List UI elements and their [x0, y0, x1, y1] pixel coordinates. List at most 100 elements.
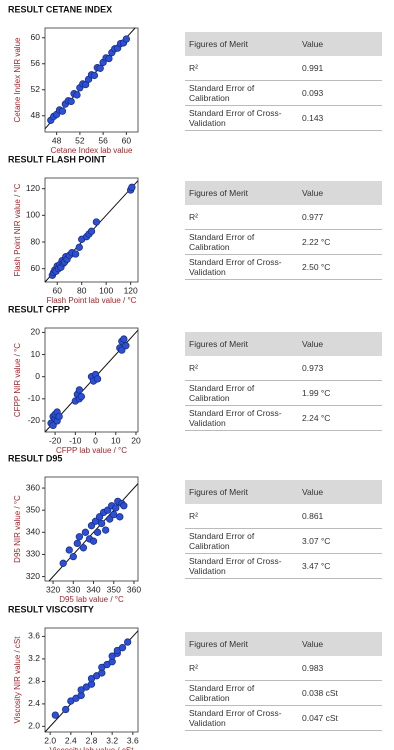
table-cell: 2.50 °C [298, 254, 382, 280]
point [120, 502, 128, 510]
table-cell: 1.99 °C [298, 380, 382, 406]
plot-frame [44, 27, 139, 133]
point [102, 526, 110, 534]
merit-table: Figures of Merit Value R² 0.977 Standard Err… [185, 181, 382, 280]
point [97, 519, 106, 528]
y-tick-label: 20 [31, 327, 41, 337]
table-cell: Standard Error of Cross-Validation [185, 405, 298, 431]
x-tick-label: 80 [77, 285, 87, 295]
table-cell: 2.22 °C [298, 229, 382, 255]
x-axis-label: Flash Point lab value / °C [47, 296, 137, 305]
x-tick-label: 100 [99, 285, 113, 295]
point [93, 375, 102, 383]
point [122, 342, 130, 350]
table-cell: R² [185, 56, 298, 81]
point [90, 71, 99, 80]
plot-frame [44, 327, 139, 433]
point [77, 392, 86, 401]
table-cell: 0.143 [298, 105, 382, 131]
x-tick-label: 56 [98, 135, 108, 145]
point [81, 528, 90, 536]
section-title: RESULT CETANE INDEX [8, 4, 112, 14]
y-tick-label: 320 [26, 571, 40, 581]
x-tick-label: 120 [124, 285, 138, 295]
y-tick-label: 3.6 [28, 631, 40, 641]
x-tick-label: 3.6 [127, 735, 139, 745]
table-cell: Standard Error of Cross-Validation [185, 254, 298, 280]
x-tick-label: 20 [131, 435, 141, 445]
point [122, 35, 131, 43]
x-tick-label: 340 [86, 584, 100, 594]
table-header: Value [298, 181, 382, 205]
y-axis-label: Viscosity NIR value / cSt [13, 636, 22, 724]
x-tick-label: 0 [93, 435, 98, 445]
x-tick-label: 2.8 [86, 735, 98, 745]
plot-frame [44, 476, 139, 582]
table-header: Value [298, 332, 382, 356]
y-tick-label: 80 [31, 236, 41, 246]
y-tick-label: 360 [26, 482, 40, 492]
y-axis-label: D95 NIR value / °C [13, 495, 22, 563]
point [112, 504, 120, 512]
y-tick-label: -20 [28, 415, 41, 425]
point [51, 711, 59, 719]
merit-table: Figures of Merit Value R² 0.991 Standard Err… [185, 32, 382, 131]
y-tick-label: 350 [26, 504, 40, 514]
x-tick-label: -10 [69, 435, 82, 445]
table-header: Figures of Merit [185, 332, 298, 356]
table-header: Value [298, 632, 382, 656]
section-title: RESULT D95 [8, 453, 62, 463]
y-tick-label: 52 [31, 84, 41, 94]
y-tick-label: 60 [31, 32, 41, 42]
point [65, 546, 73, 554]
point [95, 513, 104, 521]
point [89, 537, 98, 545]
y-tick-label: 10 [31, 349, 41, 359]
y-tick-label: 3.2 [28, 653, 40, 663]
point [110, 510, 118, 519]
x-axis-label: Cetane Index lab value [51, 146, 133, 155]
point [71, 250, 80, 258]
x-tick-label: 60 [122, 135, 132, 145]
merit-table: Figures of Merit Value R² 0.983 Standard Err… [185, 632, 382, 731]
y-tick-label: 0 [35, 371, 40, 381]
table-header: Figures of Merit [185, 632, 298, 656]
x-tick-label: 2.0 [44, 735, 56, 745]
point [105, 54, 113, 63]
table-cell: 3.47 °C [298, 553, 382, 579]
x-tick-label: 60 [53, 285, 63, 295]
point [79, 544, 88, 552]
point [118, 644, 127, 652]
y-tick-label: 48 [31, 110, 41, 120]
point [55, 412, 63, 421]
table-cell: 0.977 [298, 205, 382, 230]
y-tick-label: 120 [26, 183, 40, 193]
table-cell: Standard Error of Calibration [185, 229, 298, 255]
table-cell: R² [185, 356, 298, 381]
point [96, 64, 104, 72]
x-axis-label: CFPP lab value / °C [56, 446, 127, 455]
section-title: RESULT CFPP [8, 304, 70, 314]
point [92, 218, 101, 226]
table-cell: Standard Error of Calibration [185, 680, 298, 706]
point [58, 107, 67, 115]
section-title: RESULT VISCOSITY [8, 604, 94, 614]
point [75, 386, 84, 394]
point [128, 183, 136, 191]
x-axis-label: Viscosity lab value / cSt [50, 746, 135, 750]
point [75, 243, 83, 251]
table-header: Figures of Merit [185, 32, 298, 56]
table-cell: 0.973 [298, 356, 382, 381]
y-tick-label: 100 [26, 210, 40, 220]
x-tick-label: 3.2 [106, 735, 118, 745]
point [75, 533, 84, 541]
y-tick-label: 2.0 [28, 721, 40, 731]
x-tick-label: 2.4 [65, 735, 77, 745]
table-header: Value [298, 32, 382, 56]
point [120, 335, 128, 343]
point [67, 97, 75, 106]
section-title: RESULT FLASH POINT [8, 154, 106, 164]
table-cell: 0.861 [298, 504, 382, 529]
y-tick-label: -10 [28, 393, 41, 403]
